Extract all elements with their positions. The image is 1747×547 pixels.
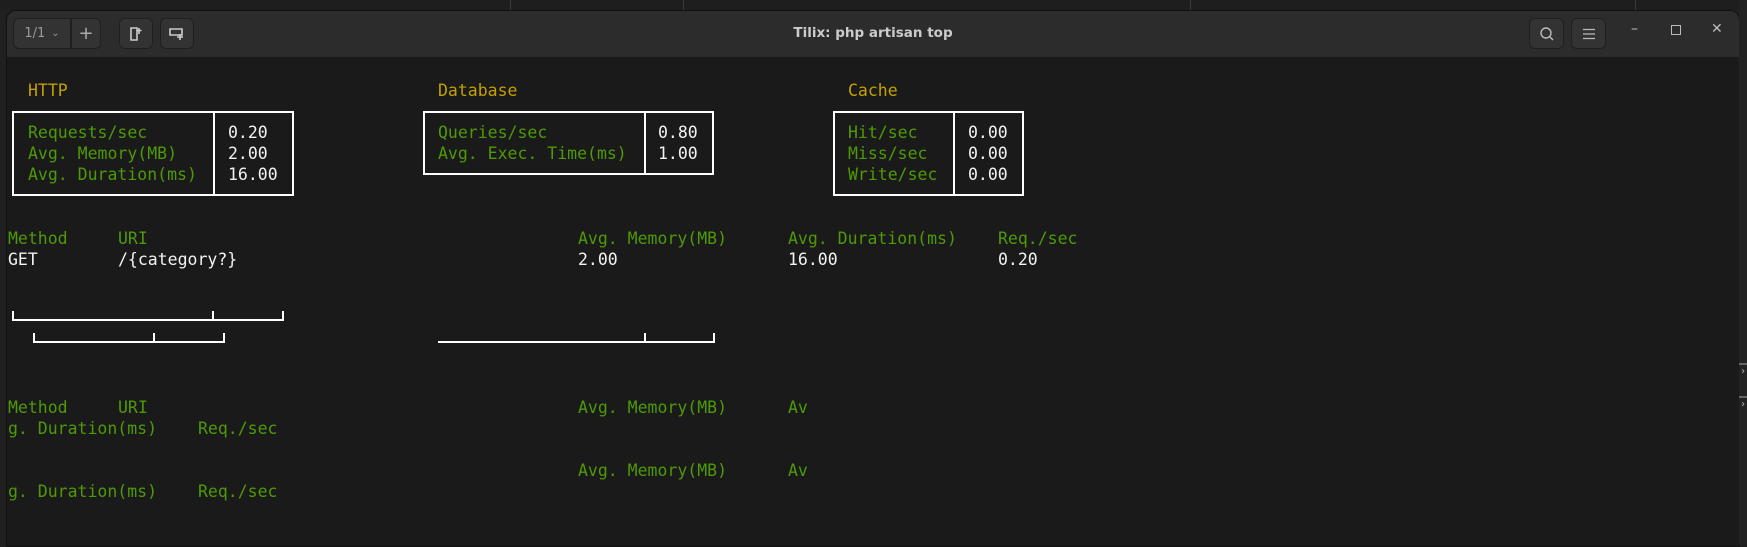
hamburger-menu-icon — [1582, 28, 1595, 39]
garbled-text: URI — [118, 398, 148, 417]
cache-label: Write/sec — [848, 165, 938, 184]
close-button[interactable]: ✕ — [1711, 21, 1723, 37]
desktop-top-strip — [0, 0, 1747, 10]
column-header-avg-duration: Avg. Duration(ms) — [788, 229, 957, 248]
http-value: 16.00 — [228, 165, 278, 184]
add-terminal-down-button[interactable] — [160, 18, 194, 49]
garbled-text: Avg. Memory(MB) — [578, 398, 728, 417]
cache-label: Hit/sec — [848, 123, 918, 142]
close-icon: ✕ — [1711, 21, 1723, 37]
column-header-req-sec: Req./sec — [998, 229, 1078, 248]
database-value: 0.80 — [658, 123, 698, 142]
add-terminal-right-icon — [130, 26, 142, 41]
garbled-text: g. Duration(ms) — [8, 482, 158, 501]
plus-icon: + — [78, 23, 94, 44]
terminal-window: 1/1 ⌄ + Tilix: php artisan top – ✕ HTTP … — [6, 10, 1740, 547]
terminal-content[interactable]: HTTP Database Cache Requests/sec 0.20 Av… — [7, 57, 1739, 546]
search-icon — [1539, 26, 1553, 40]
database-stats-box — [423, 111, 714, 175]
http-value: 0.20 — [228, 123, 268, 142]
column-header-uri: URI — [118, 229, 148, 248]
cache-label: Miss/sec — [848, 144, 928, 163]
maximize-icon — [1671, 25, 1681, 35]
database-value: 1.00 — [658, 144, 698, 163]
add-terminal-down-icon — [169, 27, 183, 40]
background-window-edge: › › — [1739, 0, 1747, 545]
database-panel-title: Database — [438, 81, 518, 100]
new-session-button[interactable]: + — [71, 18, 101, 49]
route-req-sec: 0.20 — [998, 250, 1038, 269]
maximize-button[interactable] — [1671, 23, 1681, 39]
http-stats-box — [12, 111, 294, 196]
http-label: Avg. Duration(ms) — [28, 165, 197, 184]
route-avg-memory: 2.00 — [578, 250, 618, 269]
menu-button[interactable] — [1571, 18, 1606, 49]
garbled-text: Req./sec — [198, 419, 278, 438]
garbled-text: Method — [8, 398, 68, 417]
cache-panel-title: Cache — [848, 81, 898, 100]
column-header-method: Method — [8, 229, 68, 248]
minimize-button[interactable]: – — [1631, 21, 1638, 37]
cache-value: 0.00 — [968, 165, 1008, 184]
database-label: Avg. Exec. Time(ms) — [438, 144, 627, 163]
http-panel-title: HTTP — [28, 81, 68, 100]
window-title: Tilix: php artisan top — [793, 25, 953, 41]
chevron-right-icon: › — [1740, 399, 1747, 410]
session-label: 1/1 — [24, 26, 46, 41]
add-terminal-right-button[interactable] — [119, 18, 153, 49]
garbled-text: g. Duration(ms) — [8, 419, 158, 438]
route-avg-duration: 16.00 — [788, 250, 838, 269]
garbled-text: Av — [788, 461, 808, 480]
database-label: Queries/sec — [438, 123, 548, 142]
cache-stats-box — [833, 111, 1024, 196]
minimize-icon: – — [1631, 21, 1638, 37]
garbled-text: Av — [788, 398, 808, 417]
route-uri: /{category?} — [118, 250, 238, 269]
http-label: Requests/sec — [28, 123, 148, 142]
title-bar: 1/1 ⌄ + Tilix: php artisan top – ✕ — [7, 11, 1739, 57]
search-button[interactable] — [1529, 18, 1564, 49]
http-value: 2.00 — [228, 144, 268, 163]
chevron-right-icon: › — [1740, 366, 1747, 377]
cache-value: 0.00 — [968, 144, 1008, 163]
garbled-text: Req./sec — [198, 482, 278, 501]
garbled-text: Avg. Memory(MB) — [578, 461, 728, 480]
http-label: Avg. Memory(MB) — [28, 144, 178, 163]
chevron-down-icon: ⌄ — [51, 28, 60, 39]
column-header-avg-memory: Avg. Memory(MB) — [578, 229, 728, 248]
session-switcher-button[interactable]: 1/1 ⌄ — [13, 18, 71, 49]
route-method: GET — [8, 250, 38, 269]
cache-value: 0.00 — [968, 123, 1008, 142]
